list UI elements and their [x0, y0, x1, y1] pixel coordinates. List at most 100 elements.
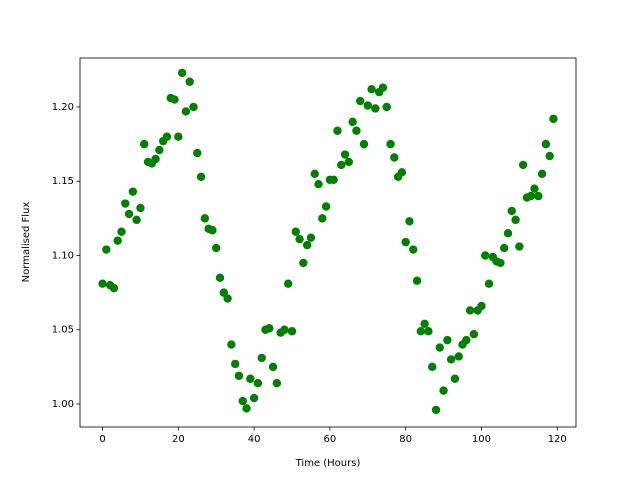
- data-point: [340, 150, 350, 159]
- data-point: [329, 175, 338, 184]
- x-tick-label: 80: [399, 434, 412, 445]
- data-point: [318, 214, 327, 223]
- data-point: [299, 258, 308, 268]
- data-point: [431, 405, 441, 415]
- data-point: [287, 327, 297, 336]
- data-point: [511, 215, 520, 225]
- data-point: [545, 151, 554, 161]
- data-point: [124, 209, 134, 219]
- x-tick-label: 0: [99, 434, 105, 445]
- data-point: [515, 242, 524, 251]
- data-point: [443, 335, 452, 345]
- data-point: [295, 234, 304, 244]
- data-point: [170, 95, 179, 104]
- data-point: [507, 206, 516, 216]
- y-tick-label: 1.05: [52, 325, 74, 336]
- data-point: [537, 169, 547, 179]
- data-point: [499, 243, 509, 253]
- x-axis-label: Time (Hours): [295, 458, 361, 469]
- data-point: [348, 117, 357, 127]
- data-point: [481, 251, 490, 260]
- data-point: [359, 139, 369, 149]
- data-point: [337, 160, 346, 170]
- data-point: [530, 184, 539, 193]
- data-point: [234, 371, 244, 380]
- data-point: [367, 84, 376, 94]
- data-point: [409, 245, 418, 254]
- data-point: [378, 83, 388, 92]
- data-point: [477, 301, 486, 311]
- data-point: [401, 237, 410, 247]
- data-point: [109, 283, 119, 293]
- data-point: [215, 273, 225, 282]
- y-tick-label: 1.15: [52, 176, 74, 187]
- data-point: [280, 325, 289, 334]
- data-point: [416, 327, 426, 336]
- x-tick-label: 100: [472, 434, 491, 445]
- data-point: [302, 240, 312, 250]
- data-point: [253, 378, 263, 388]
- data-point: [246, 374, 255, 383]
- data-point: [102, 245, 111, 254]
- data-point: [428, 362, 437, 372]
- data-point: [227, 340, 236, 349]
- data-point: [333, 126, 342, 135]
- data-point: [397, 168, 407, 177]
- data-point: [140, 139, 149, 149]
- data-point: [420, 319, 429, 328]
- data-point: [469, 329, 479, 339]
- data-point: [113, 236, 122, 245]
- data-point: [177, 68, 187, 78]
- data-point: [424, 327, 433, 336]
- data-point: [242, 404, 251, 413]
- data-point: [465, 306, 475, 315]
- axes-frame: [79, 57, 577, 428]
- data-point: [462, 335, 471, 345]
- data-point: [435, 343, 444, 352]
- x-tick-label: 40: [248, 434, 261, 445]
- data-point: [454, 352, 463, 361]
- data-point: [208, 226, 217, 235]
- data-point: [185, 77, 194, 86]
- data-point: [212, 243, 221, 253]
- data-point: [405, 217, 414, 226]
- x-tick-label: 20: [172, 434, 185, 445]
- data-point: [98, 279, 107, 288]
- x-tick-label: 120: [548, 434, 567, 445]
- data-point: [249, 393, 259, 403]
- data-point: [363, 101, 372, 110]
- data-point: [155, 145, 164, 155]
- y-tick-label: 1.00: [52, 399, 74, 410]
- data-point: [117, 227, 126, 236]
- data-point: [291, 227, 300, 236]
- data-point: [189, 102, 198, 112]
- y-tick-label: 1.20: [52, 102, 74, 113]
- data-point: [200, 214, 210, 223]
- data-point: [128, 187, 138, 196]
- y-axis-label: Normalised Flux: [21, 202, 32, 283]
- data-point: [321, 202, 331, 211]
- data-point: [238, 396, 247, 406]
- data-point: [356, 96, 365, 106]
- data-point: [382, 102, 391, 112]
- data-point: [534, 191, 543, 201]
- data-point: [439, 386, 448, 395]
- data-point: [181, 107, 191, 116]
- data-point: [174, 132, 183, 141]
- data-point: [196, 172, 206, 181]
- data-point: [450, 374, 460, 383]
- data-point: [136, 203, 145, 213]
- data-point: [272, 378, 282, 388]
- data-point: [549, 114, 558, 124]
- data-point: [121, 199, 130, 208]
- data-point: [151, 154, 160, 164]
- data-point: [344, 157, 354, 167]
- data-point: [503, 229, 513, 238]
- y-tick-label: 1.10: [52, 250, 74, 261]
- x-tick-label: 60: [324, 434, 337, 445]
- data-point: [386, 139, 395, 149]
- data-point: [284, 279, 293, 288]
- data-point: [257, 353, 266, 363]
- data-point: [314, 180, 323, 189]
